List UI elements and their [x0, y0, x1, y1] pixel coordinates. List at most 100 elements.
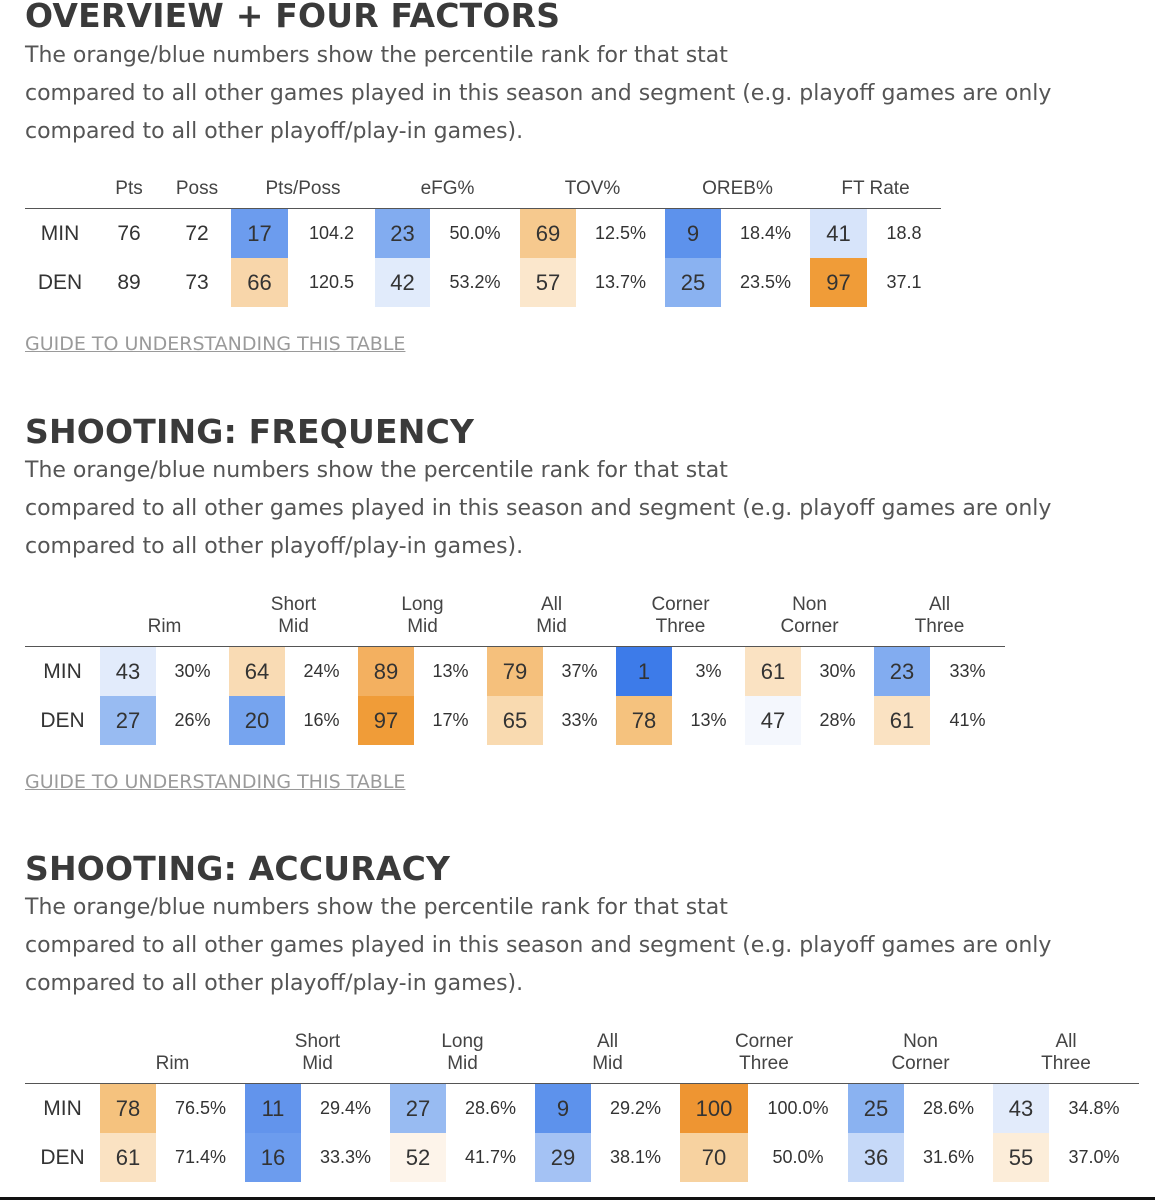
header-poss: Poss	[163, 178, 231, 209]
percentile-cell: 100	[680, 1083, 748, 1133]
header-line: Corner	[734, 1031, 794, 1052]
percentile-cell: 9	[665, 208, 721, 258]
description-line-1: The orange/blue numbers show the percent…	[25, 43, 728, 68]
header-line: Long	[441, 1031, 484, 1052]
overview-title: OVERVIEW + FOUR FACTORS	[25, 0, 561, 35]
table-row: DEN 89 73 66 120.5 42 53.2% 57 13.7% 25 …	[25, 258, 941, 307]
header-long-mid: Long Mid	[358, 594, 487, 647]
value-cell: 28%	[819, 710, 856, 730]
value-cell: 50.0%	[772, 1147, 824, 1167]
header-line: Short	[294, 1031, 341, 1052]
guide-link[interactable]: GUIDE TO UNDERSTANDING THIS TABLE	[25, 333, 406, 355]
header-non-corner: Non Corner	[848, 1031, 993, 1084]
team-cell: MIN	[43, 659, 82, 683]
pts-cell: 89	[117, 270, 141, 294]
value-cell: 30%	[819, 661, 856, 681]
percentile-cell: 70	[680, 1133, 748, 1182]
value-cell: 33%	[561, 710, 598, 730]
percentile-cell: 55	[993, 1133, 1049, 1182]
percentile-cell: 25	[848, 1083, 904, 1133]
percentile-cell: 64	[229, 646, 285, 696]
percentile-cell: 43	[993, 1083, 1049, 1133]
frequency-header-row: Rim Short Mid Long Mid All Mid Corner Three …	[25, 594, 1005, 647]
frequency-table: Rim Short Mid Long Mid All Mid Corner Three …	[25, 594, 1005, 745]
header-line: Three	[914, 616, 965, 637]
value-cell: 24%	[303, 661, 340, 681]
percentile-cell: 57	[520, 258, 576, 307]
header-line: Corner	[780, 616, 839, 637]
accuracy-description: The orange/blue numbers show the percent…	[25, 889, 1052, 1003]
pts-cell: 76	[117, 221, 141, 245]
header-line: All	[596, 1031, 619, 1052]
table-row: MIN 43 30% 64 24% 89 13% 79 37% 1 3% 61 …	[25, 646, 1005, 696]
percentile-cell: 9	[535, 1083, 591, 1133]
header-line: Mid	[536, 616, 567, 637]
value-cell: 50.0%	[449, 223, 501, 243]
header-corner-three: Corner Three	[680, 1031, 848, 1084]
value-cell: 30%	[174, 661, 211, 681]
header-team	[25, 594, 100, 647]
header-line: Mid	[302, 1053, 333, 1074]
header-line: Mid	[278, 616, 309, 637]
value-cell: 23.5%	[739, 272, 792, 292]
value-cell: 71.4%	[174, 1147, 227, 1167]
bottom-divider	[0, 1197, 1155, 1200]
accuracy-table: Rim Short Mid Long Mid All Mid Corner Three …	[25, 1031, 1139, 1182]
value-cell: 18.4%	[739, 223, 792, 243]
value-cell: 53.2%	[449, 272, 501, 292]
description-line-2: compared to all other games played in th…	[25, 81, 1052, 106]
header-line: All	[1055, 1031, 1077, 1052]
value-cell: 29.2%	[609, 1098, 662, 1118]
percentile-cell: 89	[358, 646, 414, 696]
percentile-cell: 41	[810, 208, 867, 258]
percentile-cell: 78	[100, 1083, 156, 1133]
percentile-cell: 69	[520, 208, 576, 258]
table-row: MIN 78 76.5% 11 29.4% 27 28.6% 9 29.2% 1…	[25, 1083, 1139, 1133]
guide-link[interactable]: GUIDE TO UNDERSTANDING THIS TABLE	[25, 771, 406, 793]
description-line-1: The orange/blue numbers show the percent…	[25, 895, 728, 920]
header-all-mid: All Mid	[535, 1031, 680, 1084]
description-line-2: compared to all other games played in th…	[25, 933, 1052, 958]
header-line: Short	[270, 594, 317, 615]
value-cell: 33.3%	[319, 1147, 372, 1167]
percentile-cell: 23	[874, 646, 930, 696]
header-line: Three	[1041, 1053, 1091, 1074]
header-rim-label: Rim	[155, 1053, 190, 1074]
header-corner-three: Corner Three	[616, 594, 745, 647]
table-row: DEN 27 26% 20 16% 97 17% 65 33% 78 13% 4…	[25, 696, 1005, 745]
percentile-cell: 25	[665, 258, 721, 307]
value-cell: 37%	[561, 661, 598, 681]
value-cell: 3%	[695, 661, 722, 681]
value-cell: 18.8	[886, 223, 922, 243]
header-pts: Pts	[95, 178, 163, 209]
header-oreb: OREB%	[665, 178, 810, 209]
team-cell: DEN	[37, 270, 83, 294]
overview-table: Pts Poss Pts/Poss eFG% TOV% OREB% FT Rat…	[25, 178, 941, 307]
value-cell: 26%	[174, 710, 211, 730]
value-cell: 28.6%	[464, 1098, 517, 1118]
description-line-2: compared to all other games played in th…	[25, 496, 1052, 521]
header-rim: Rim	[100, 594, 229, 647]
header-line: Corner	[651, 594, 710, 615]
value-cell: 41.7%	[464, 1147, 517, 1167]
table-row: DEN 61 71.4% 16 33.3% 52 41.7% 29 38.1% …	[25, 1133, 1139, 1182]
value-cell: 104.2	[308, 223, 355, 243]
header-efg: eFG%	[375, 178, 520, 209]
header-line: Three	[739, 1053, 789, 1074]
header-line: Mid	[592, 1053, 623, 1074]
percentile-cell: 1	[616, 646, 672, 696]
value-cell: 76.5%	[174, 1098, 227, 1118]
percentile-cell: 42	[375, 258, 430, 307]
header-ft-rate: FT Rate	[810, 178, 941, 209]
percentile-cell: 36	[848, 1133, 904, 1182]
header-line: Non	[792, 594, 827, 615]
team-cell: DEN	[40, 1145, 85, 1169]
frequency-description: The orange/blue numbers show the percent…	[25, 452, 1052, 566]
accuracy-title: SHOOTING: ACCURACY	[25, 849, 451, 888]
header-line: Mid	[407, 616, 438, 637]
header-line: Long	[401, 594, 444, 615]
percentile-cell: 11	[245, 1083, 301, 1133]
header-line: Corner	[891, 1053, 950, 1074]
header-all-mid: All Mid	[487, 594, 616, 647]
percentile-cell: 65	[487, 696, 543, 745]
